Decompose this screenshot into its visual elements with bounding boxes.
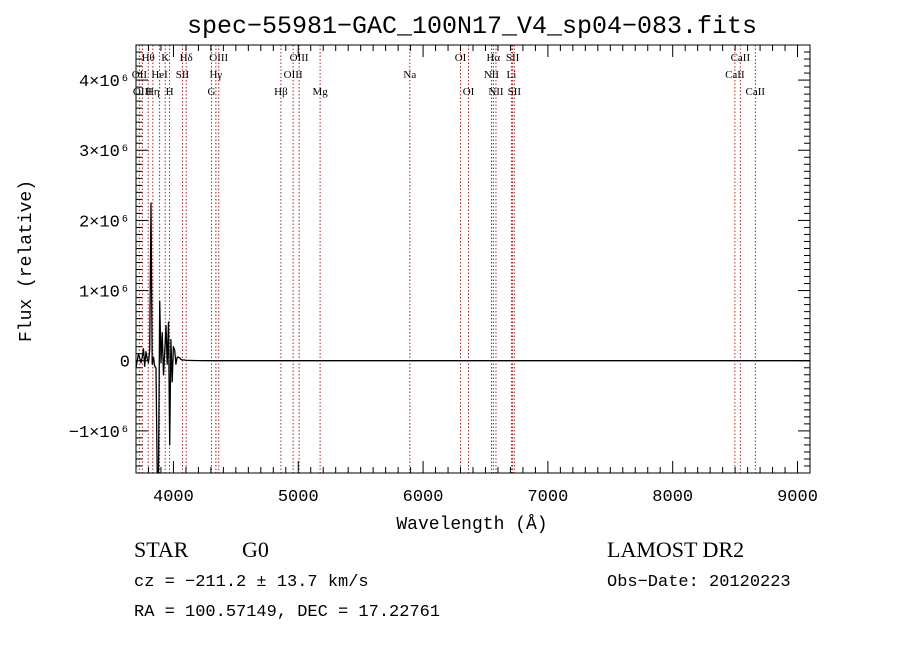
axis-labels: 4000 5000 6000 7000 8000 9000 −1×10⁶ 0 1×10⁶ 2×10… xyxy=(69,73,818,507)
x-tick-label: 8000 xyxy=(652,488,693,507)
line-marker-label: G xyxy=(208,86,216,98)
plot-frame xyxy=(135,44,811,474)
line-marker-label: OIII xyxy=(284,69,303,81)
axis-ticks xyxy=(136,44,810,473)
line-marker-label: OII xyxy=(132,69,148,81)
y-tick-label: 3×10⁶ xyxy=(79,143,130,162)
chart-title: spec−55981−GAC_100N17_V4_sp04−083.fits xyxy=(187,12,757,41)
line-marker-label: Hη xyxy=(146,86,160,98)
line-marker-label: CaII xyxy=(725,69,745,81)
line-marker-label: NII xyxy=(488,86,504,98)
line-marker-label: OI xyxy=(463,86,475,98)
series-layer xyxy=(135,202,810,474)
line-marker-label: K xyxy=(161,52,169,64)
x-tick-label: 6000 xyxy=(403,488,444,507)
line-marker-label: CaII xyxy=(731,52,751,64)
line-marker-label: OIII xyxy=(290,52,309,64)
object-subclass: G0 xyxy=(242,537,269,562)
line-marker-label: Hγ xyxy=(209,69,222,81)
x-tick-label: 4000 xyxy=(153,488,194,507)
line-marker-label: Hβ xyxy=(274,86,288,98)
y-tick-label: 4×10⁶ xyxy=(79,73,130,92)
line-marker-label: Hδ xyxy=(180,52,193,64)
y-tick-label: 1×10⁶ xyxy=(79,284,130,303)
survey-name: LAMOST DR2 xyxy=(607,537,745,562)
x-tick-label: 9000 xyxy=(777,488,818,507)
spectrum-series xyxy=(135,202,810,474)
line-marker-label: Hθ xyxy=(142,52,155,64)
coordinates: RA = 100.57149, DEC = 17.22761 xyxy=(134,603,441,622)
observation-date: Obs−Date: 20120223 xyxy=(607,573,791,592)
y-tick-label: −1×10⁶ xyxy=(69,424,130,443)
line-marker-label: Na xyxy=(403,69,416,81)
y-tick-label: 2×10⁶ xyxy=(79,213,130,232)
x-tick-label: 7000 xyxy=(527,488,568,507)
line-marker-label: Li xyxy=(507,69,517,81)
line-marker-label: H xyxy=(166,86,174,98)
line-marker-label: HeI xyxy=(151,69,168,81)
y-axis-title: Flux (relative) xyxy=(17,180,37,342)
line-marker-label: NII xyxy=(484,69,500,81)
y-tick-label: 0 xyxy=(120,354,130,373)
line-marker-label: OIII xyxy=(209,52,228,64)
object-class: STAR xyxy=(134,537,189,562)
x-tick-label: 5000 xyxy=(278,488,319,507)
line-marker-label: CaII xyxy=(746,86,766,98)
line-marker-label: OI xyxy=(455,52,467,64)
line-marker-label: SII xyxy=(176,69,190,81)
line-marker-label: SII xyxy=(508,86,522,98)
line-marker-label: Mg xyxy=(312,86,328,98)
line-marker-label: OIII xyxy=(133,86,152,98)
line-marker-label: Hα xyxy=(486,52,500,64)
x-axis-title: Wavelength (Å) xyxy=(396,514,547,535)
redshift-velocity: cz = −211.2 ± 13.7 km/s xyxy=(134,573,369,592)
line-marker-label: SII xyxy=(506,52,520,64)
